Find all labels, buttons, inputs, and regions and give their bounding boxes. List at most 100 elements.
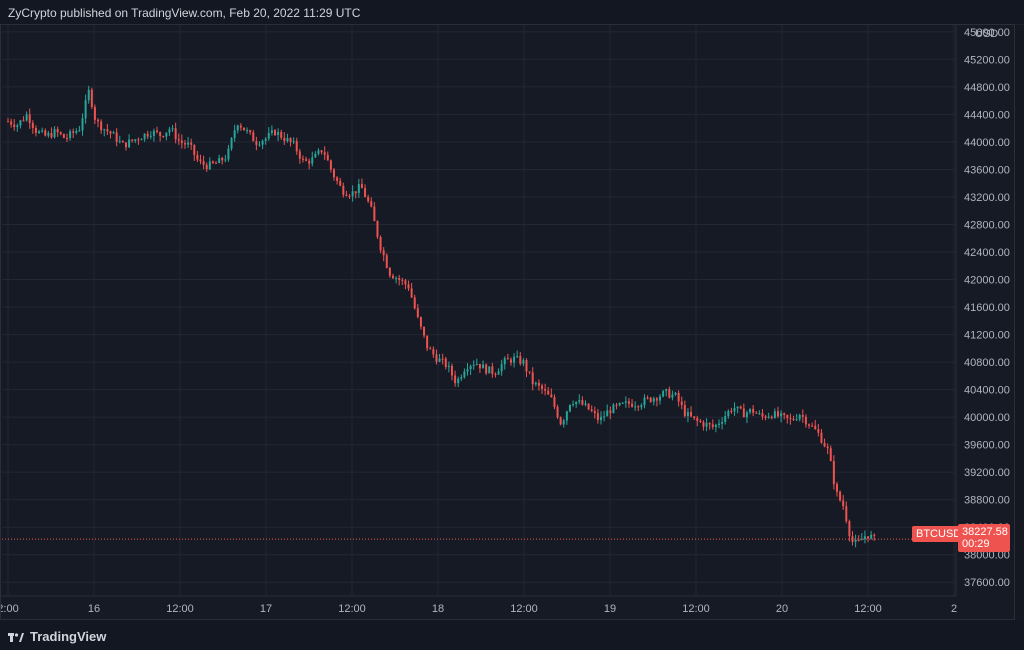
candle-body bbox=[339, 180, 342, 186]
y-tick-label: 42000.00 bbox=[964, 275, 1010, 287]
candle-body bbox=[401, 279, 404, 281]
candle-body bbox=[550, 394, 553, 398]
candle-body bbox=[50, 133, 53, 138]
candle-body bbox=[252, 132, 255, 142]
candle-body bbox=[75, 130, 78, 133]
candle-body bbox=[860, 539, 863, 541]
candle-body bbox=[776, 411, 779, 417]
candle-body bbox=[488, 366, 491, 374]
candle-body bbox=[388, 267, 391, 276]
candle-body bbox=[205, 164, 208, 170]
candle-body bbox=[485, 364, 488, 374]
candle-body bbox=[289, 138, 292, 143]
tradingview-logo[interactable]: TradingView bbox=[8, 629, 106, 644]
candle-body bbox=[817, 429, 820, 433]
candle-body bbox=[292, 141, 295, 143]
candle-body bbox=[106, 129, 109, 132]
y-tick-label: 38800.00 bbox=[964, 495, 1010, 507]
candle-body bbox=[842, 500, 845, 507]
candle-body bbox=[513, 356, 516, 363]
candle-body bbox=[559, 417, 562, 425]
candle-body bbox=[416, 308, 419, 318]
candle-body bbox=[128, 139, 131, 148]
candle-body bbox=[438, 358, 441, 362]
candle-body bbox=[16, 125, 19, 128]
candle-body bbox=[845, 506, 848, 522]
candle-body bbox=[432, 349, 435, 355]
candle-body bbox=[84, 100, 87, 119]
candle-body bbox=[103, 129, 106, 131]
candle-body bbox=[544, 388, 547, 391]
candle-body bbox=[811, 425, 814, 427]
candle-body bbox=[7, 121, 9, 123]
candle-body bbox=[814, 425, 817, 430]
candle-body bbox=[478, 363, 481, 369]
y-tick-label: 37600.00 bbox=[964, 577, 1010, 589]
candle-body bbox=[419, 317, 422, 327]
candle-body bbox=[277, 131, 280, 136]
candle-body bbox=[655, 398, 658, 401]
x-tick-label: 12:00 bbox=[854, 603, 882, 615]
x-tick-label: 12:00 bbox=[682, 603, 710, 615]
candle-body bbox=[683, 405, 686, 417]
candle-body bbox=[354, 191, 357, 194]
y-tick-label: 43600.00 bbox=[964, 164, 1010, 176]
candle-body bbox=[298, 151, 301, 159]
candle-body bbox=[255, 141, 258, 145]
candle-body bbox=[665, 389, 668, 392]
candle-body bbox=[640, 405, 643, 408]
candle-body bbox=[761, 413, 764, 417]
candle-body bbox=[112, 132, 115, 134]
candle-body bbox=[441, 358, 444, 360]
candle-body bbox=[109, 131, 112, 134]
candle-body bbox=[736, 406, 739, 409]
candle-body bbox=[863, 536, 866, 540]
candle-body bbox=[705, 423, 708, 427]
candle-body bbox=[615, 404, 618, 406]
y-tick-label: 45600.00 bbox=[964, 27, 1010, 39]
candle-body bbox=[730, 410, 733, 412]
candle-body bbox=[662, 391, 665, 397]
x-tick-label: 16 bbox=[88, 603, 100, 615]
candle-body bbox=[435, 354, 438, 362]
candle-body bbox=[38, 131, 41, 133]
candle-body bbox=[10, 121, 13, 125]
candle-body bbox=[242, 127, 245, 131]
candle-body bbox=[249, 130, 252, 133]
y-tick-label: 41200.00 bbox=[964, 330, 1010, 342]
candle-body bbox=[367, 197, 370, 202]
candle-body bbox=[854, 539, 857, 542]
candle-body bbox=[134, 139, 137, 141]
candle-body bbox=[165, 132, 168, 137]
candle-body bbox=[565, 411, 568, 421]
candle-body bbox=[572, 404, 575, 406]
candle-body bbox=[851, 536, 854, 542]
candle-body bbox=[680, 401, 683, 406]
candle-body bbox=[789, 418, 792, 420]
candle-body bbox=[534, 382, 537, 385]
x-tick-label: 20 bbox=[776, 603, 788, 615]
candle-body bbox=[609, 410, 612, 414]
candle-body bbox=[423, 326, 426, 336]
last-price-tag: 38227.58 00:29 bbox=[958, 524, 1010, 552]
candle-body bbox=[631, 403, 634, 407]
candle-body bbox=[497, 371, 500, 375]
candle-body bbox=[627, 401, 630, 404]
candle-body bbox=[867, 536, 870, 539]
candle-body bbox=[587, 403, 590, 410]
candle-body bbox=[301, 158, 304, 160]
candle-body bbox=[87, 89, 90, 101]
candle-body bbox=[224, 159, 227, 161]
candle-body bbox=[593, 411, 596, 414]
candle-body bbox=[804, 416, 807, 425]
candle-body bbox=[758, 413, 761, 415]
candle-body bbox=[500, 364, 503, 372]
candle-body bbox=[100, 121, 103, 131]
y-tick-label: 39200.00 bbox=[964, 467, 1010, 479]
candle-body bbox=[739, 406, 742, 409]
candle-body bbox=[798, 415, 801, 420]
candle-body bbox=[146, 133, 149, 137]
candle-body bbox=[522, 360, 525, 364]
candle-body bbox=[13, 124, 16, 128]
